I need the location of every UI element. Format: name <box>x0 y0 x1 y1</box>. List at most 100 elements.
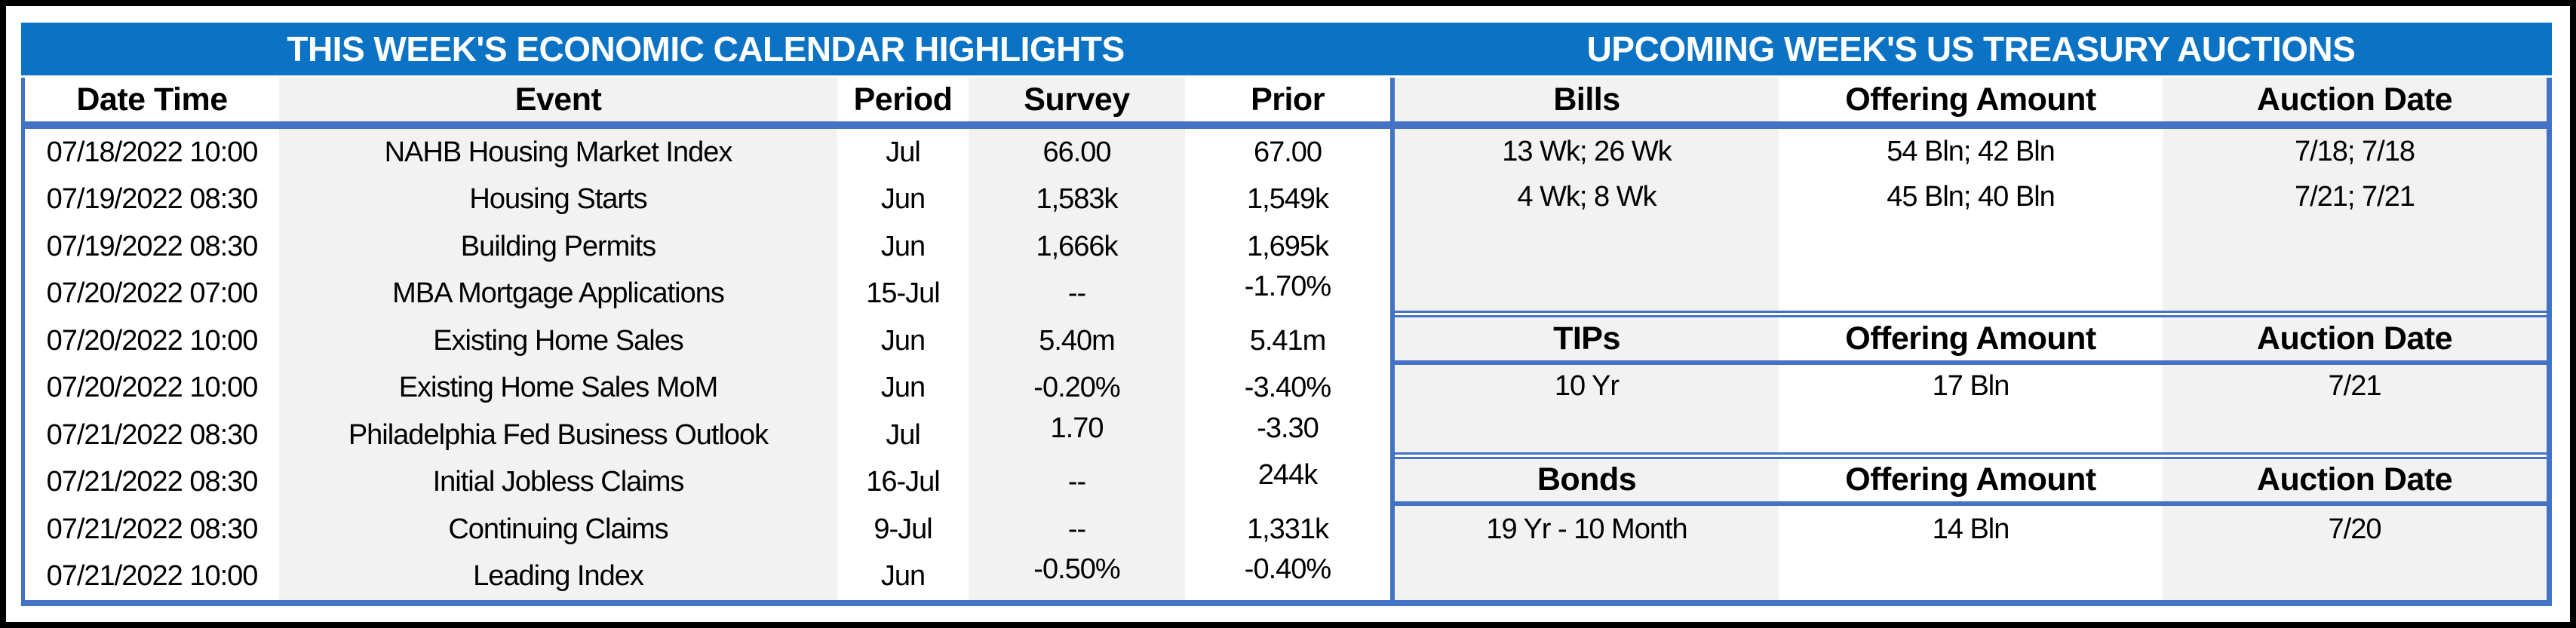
bonds-section: 19 Yr - 10 Month 14 Bln 7/20 <box>1395 506 2547 600</box>
cell-event: Philadelphia Fed Business Outlook <box>279 412 837 459</box>
cell-date-time: 07/20/2022 10:00 <box>25 317 279 365</box>
col-header-period: Period <box>837 78 969 121</box>
cell-prior: -1.70% <box>1185 270 1390 317</box>
cell-survey: 1,666k <box>969 223 1185 271</box>
cell-event: Housing Starts <box>279 176 837 223</box>
cell-date-time: 07/18/2022 10:00 <box>25 129 279 176</box>
bills-section: 13 Wk; 26 Wk 54 Bln; 42 Bln 7/18; 7/18 4… <box>1395 129 2547 317</box>
cell-empty <box>2163 553 2547 600</box>
calendar-row: 07/20/2022 10:00 Existing Home Sales Jun… <box>25 317 1390 365</box>
cell-empty <box>1779 219 2163 265</box>
calendar-title: THIS WEEK'S ECONOMIC CALENDAR HIGHLIGHTS <box>21 23 1390 75</box>
cell-prior: -3.30 <box>1185 412 1390 459</box>
col-header-prior: Prior <box>1185 78 1390 121</box>
calendar-row: 07/20/2022 10:00 Existing Home Sales MoM… <box>25 364 1390 412</box>
cell-empty <box>2163 408 2547 452</box>
cell-prior: 5.41m <box>1185 317 1390 365</box>
col-header-auction-date: Auction Date <box>2163 78 2547 121</box>
cell-empty <box>2163 265 2547 311</box>
cell-survey: 1,583k <box>969 176 1185 223</box>
cell-offering-amount: 17 Bln <box>1779 364 2163 409</box>
cell-event: Existing Home Sales <box>279 317 837 365</box>
cell-date-time: 07/21/2022 08:30 <box>25 458 279 506</box>
title-bar: THIS WEEK'S ECONOMIC CALENDAR HIGHLIGHTS… <box>21 23 2552 75</box>
cell-survey: -0.20% <box>969 364 1185 412</box>
cell-period: Jun <box>837 364 969 412</box>
cell-date-time: 07/21/2022 10:00 <box>25 553 279 600</box>
cell-empty <box>1395 553 1779 600</box>
auction-row: 10 Yr 17 Bln 7/21 <box>1395 364 2547 409</box>
cell-empty <box>1779 553 2163 600</box>
calendar-row: 07/20/2022 07:00 MBA Mortgage Applicatio… <box>25 270 1390 317</box>
auction-row: 19 Yr - 10 Month 14 Bln 7/20 <box>1395 506 2547 553</box>
cell-survey: 66.00 <box>969 129 1185 176</box>
header-divider <box>25 121 1390 129</box>
cell-security: 13 Wk; 26 Wk <box>1395 129 1779 175</box>
col-header-survey: Survey <box>969 78 1185 121</box>
col-header-date-time: Date Time <box>25 78 279 121</box>
bills-header-row: Bills Offering Amount Auction Date <box>1395 78 2547 121</box>
cell-event: Continuing Claims <box>279 506 837 553</box>
cell-security: 19 Yr - 10 Month <box>1395 506 1779 553</box>
auctions-body: 13 Wk; 26 Wk 54 Bln; 42 Bln 7/18; 7/18 4… <box>1395 129 2547 600</box>
cell-date-time: 07/19/2022 08:30 <box>25 176 279 223</box>
cell-survey: 1.70 <box>969 412 1185 459</box>
cell-date-time: 07/19/2022 08:30 <box>25 223 279 271</box>
cell-auction-date: 7/21 <box>2163 364 2547 409</box>
auction-row: 13 Wk; 26 Wk 54 Bln; 42 Bln 7/18; 7/18 <box>1395 129 2547 175</box>
cell-period: 16-Jul <box>837 458 969 506</box>
calendar-row: 07/18/2022 10:00 NAHB Housing Market Ind… <box>25 129 1390 176</box>
auctions-title: UPCOMING WEEK'S US TREASURY AUCTIONS <box>1390 23 2552 75</box>
cell-empty <box>2163 219 2547 265</box>
calendar-row: 07/19/2022 08:30 Housing Starts Jun 1,58… <box>25 176 1390 223</box>
cell-prior: 1,331k <box>1185 506 1390 553</box>
header-divider <box>1395 121 2547 129</box>
cell-date-time: 07/21/2022 08:30 <box>25 506 279 553</box>
cell-date-time: 07/20/2022 07:00 <box>25 270 279 317</box>
cell-period: Jun <box>837 176 969 223</box>
auction-row-empty <box>1395 219 2547 265</box>
cell-offering-amount: 14 Bln <box>1779 506 2163 553</box>
col-header-event: Event <box>279 78 837 121</box>
cell-period: Jun <box>837 317 969 365</box>
col-header-offering-amount: Offering Amount <box>1779 78 2163 121</box>
cell-prior: 244k <box>1185 458 1390 506</box>
calendar-body: 07/18/2022 10:00 NAHB Housing Market Ind… <box>25 129 1390 600</box>
calendar-row: 07/19/2022 08:30 Building Permits Jun 1,… <box>25 223 1390 271</box>
cell-auction-date: 7/18; 7/18 <box>2163 129 2547 175</box>
cell-security: 4 Wk; 8 Wk <box>1395 174 1779 220</box>
cell-offering-amount: 45 Bln; 40 Bln <box>1779 174 2163 220</box>
tips-section: 10 Yr 17 Bln 7/21 <box>1395 364 2547 459</box>
cell-period: Jun <box>837 223 969 271</box>
cell-empty <box>1779 265 2163 311</box>
cell-date-time: 07/21/2022 08:30 <box>25 412 279 459</box>
auction-row: 4 Wk; 8 Wk 45 Bln; 40 Bln 7/21; 7/21 <box>1395 174 2547 220</box>
cell-security: 10 Yr <box>1395 364 1779 409</box>
calendar-row: 07/21/2022 08:30 Initial Jobless Claims … <box>25 458 1390 506</box>
cell-event: Building Permits <box>279 223 837 271</box>
cell-date-time: 07/20/2022 10:00 <box>25 364 279 412</box>
cell-period: 15-Jul <box>837 270 969 317</box>
cell-period: 9-Jul <box>837 506 969 553</box>
cell-prior: -0.40% <box>1185 553 1390 600</box>
cell-prior: 67.00 <box>1185 129 1390 176</box>
col-header-auction-date: Auction Date <box>2163 317 2547 360</box>
cell-period: Jun <box>837 553 969 600</box>
cell-auction-date: 7/21; 7/21 <box>2163 174 2547 220</box>
cell-period: Jul <box>837 129 969 176</box>
bonds-header-row: Bonds Offering Amount Auction Date <box>1395 458 2547 506</box>
cell-survey: -- <box>969 458 1185 506</box>
auction-row-empty <box>1395 265 2547 311</box>
cell-auction-date: 7/20 <box>2163 506 2547 553</box>
cell-survey: -- <box>969 506 1185 553</box>
calendar-row: 07/21/2022 08:30 Continuing Claims 9-Jul… <box>25 506 1390 553</box>
economic-calendar-table: Date Time Event Period Survey Prior 07/1… <box>21 78 1390 606</box>
col-header-bills: Bills <box>1395 78 1779 121</box>
cell-empty <box>1779 408 2163 452</box>
cell-event: Existing Home Sales MoM <box>279 364 837 412</box>
calendar-row: 07/21/2022 08:30 Philadelphia Fed Busine… <box>25 412 1390 459</box>
cell-event: NAHB Housing Market Index <box>279 129 837 176</box>
cell-prior: -3.40% <box>1185 364 1390 412</box>
col-header-offering-amount: Offering Amount <box>1779 317 2163 360</box>
